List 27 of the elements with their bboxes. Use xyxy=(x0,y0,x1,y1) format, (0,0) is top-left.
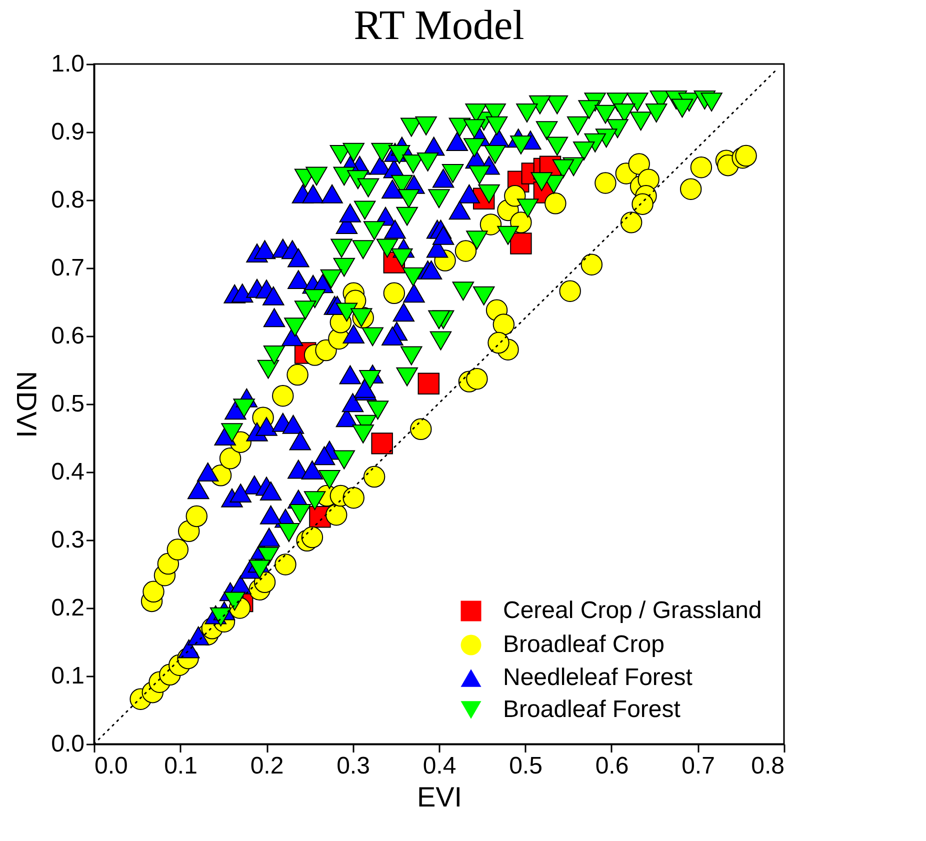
y-tick-label: 0.2 xyxy=(51,594,84,622)
x-tick-label: 0.6 xyxy=(595,752,629,780)
chart-title: RT Model xyxy=(354,3,524,49)
y-tick-label: 0.4 xyxy=(51,458,84,486)
y-tick-label: 0.5 xyxy=(51,390,84,418)
y-tick-label: 0.3 xyxy=(51,526,84,554)
x-tick-label: 0.4 xyxy=(422,752,456,780)
x-tick-label: 0.2 xyxy=(250,752,284,780)
y-tick-label: 0.6 xyxy=(51,322,84,350)
x-tick-label: 0.8 xyxy=(751,752,784,780)
x-tick-label: 0.1 xyxy=(164,752,198,780)
y-tick-label: 0.7 xyxy=(51,254,84,282)
y-tick-label: 0.9 xyxy=(51,118,84,146)
x-axis-title: EVI xyxy=(416,782,462,812)
y-tick-label: 0.8 xyxy=(51,186,84,214)
legend-label: Broadleaf Forest xyxy=(503,696,681,723)
y-tick-label: 1.0 xyxy=(51,50,84,78)
legend-label: Cereal Crop / Grassland xyxy=(503,597,762,624)
x-tick-label: 0.0 xyxy=(94,752,128,780)
legend-label: Broadleaf Crop xyxy=(503,631,664,658)
x-tick-label: 0.5 xyxy=(509,752,542,780)
y-axis-title: NDVI xyxy=(11,371,42,438)
y-tick-label: 0.0 xyxy=(51,730,84,758)
legend-label: Needleleaf Forest xyxy=(503,664,693,691)
x-tick-label: 0.7 xyxy=(682,752,715,780)
y-tick-label: 0.1 xyxy=(51,662,84,690)
x-tick-label: 0.3 xyxy=(336,752,370,780)
